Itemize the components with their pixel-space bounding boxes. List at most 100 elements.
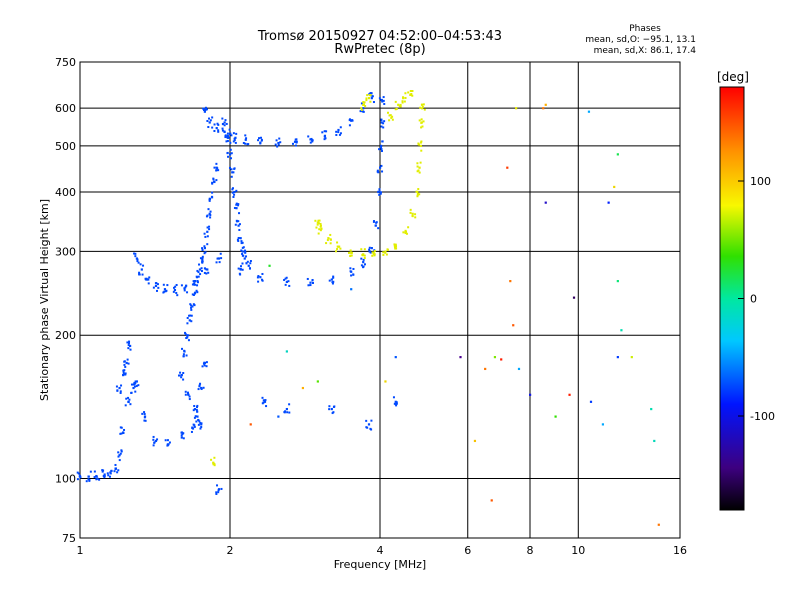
data-point (395, 245, 398, 248)
data-point (263, 400, 267, 403)
data-point (365, 426, 368, 429)
data-point (394, 108, 397, 111)
colorbar-ticks: 100 0 -100 (738, 175, 775, 423)
data-point (137, 384, 140, 387)
data-point (370, 97, 373, 100)
data-point (203, 247, 206, 250)
data-point (390, 116, 393, 119)
data-point (123, 360, 126, 363)
data-point (490, 499, 493, 502)
series-x-trace (210, 90, 426, 467)
data-point (117, 469, 120, 472)
data-point (208, 121, 211, 124)
data-point (211, 126, 214, 129)
data-point (129, 403, 132, 406)
data-point (394, 400, 397, 403)
data-point (117, 451, 120, 454)
data-point (417, 169, 420, 172)
data-point (332, 405, 335, 408)
data-point (206, 243, 209, 246)
data-point (213, 456, 216, 459)
data-point (124, 365, 127, 368)
data-point (217, 169, 220, 172)
data-point (117, 455, 120, 458)
data-point (174, 285, 177, 288)
data-point (109, 472, 112, 475)
data-point (193, 425, 196, 428)
data-point (257, 275, 260, 278)
data-point (307, 135, 310, 138)
data-point (361, 110, 364, 113)
data-point (402, 231, 405, 234)
data-point (114, 468, 117, 471)
data-point (395, 247, 398, 250)
data-point (240, 242, 243, 245)
data-point (162, 283, 165, 286)
data-point (379, 192, 382, 195)
data-point (124, 372, 127, 375)
data-point (386, 248, 389, 251)
data-point (116, 471, 119, 474)
data-point (180, 436, 183, 439)
data-point (215, 127, 218, 130)
data-point (418, 119, 421, 122)
data-point (318, 219, 321, 222)
data-point (152, 435, 155, 438)
data-point (164, 439, 167, 442)
data-point (206, 226, 209, 229)
data-point (126, 358, 129, 361)
data-point (181, 433, 184, 436)
data-point (378, 148, 381, 151)
data-point (87, 475, 90, 478)
data-point (321, 131, 324, 134)
data-point (360, 108, 363, 111)
data-point (187, 393, 190, 396)
data-point (402, 96, 405, 99)
data-point (512, 324, 515, 327)
data-point (372, 252, 375, 255)
x-tick-label: 6 (464, 544, 471, 557)
data-point (352, 273, 355, 276)
data-point (411, 90, 414, 93)
data-point (542, 107, 545, 110)
data-point (229, 148, 232, 151)
data-point (200, 422, 203, 425)
data-point (330, 278, 333, 281)
data-point (241, 254, 244, 257)
data-point (459, 356, 462, 359)
data-point (93, 470, 96, 473)
data-point (198, 384, 201, 387)
data-point (365, 97, 368, 100)
data-point (182, 378, 185, 381)
data-point (148, 276, 151, 279)
data-point (311, 140, 314, 143)
data-point (367, 97, 371, 100)
data-point (415, 190, 418, 193)
data-point (191, 427, 194, 430)
y-tick-label: 300 (55, 245, 76, 258)
data-point (244, 251, 247, 254)
data-point (182, 353, 185, 356)
data-point (134, 390, 137, 393)
data-point (208, 212, 211, 215)
data-point (236, 220, 239, 223)
data-point (316, 223, 319, 226)
data-point (124, 373, 127, 376)
data-point (383, 120, 386, 123)
data-point (237, 236, 240, 239)
data-point (186, 316, 189, 319)
data-point (143, 411, 146, 414)
data-point (395, 401, 398, 404)
data-point (180, 374, 183, 377)
data-point (257, 139, 260, 142)
data-point (237, 267, 240, 270)
data-point (197, 418, 200, 421)
data-point (288, 403, 291, 406)
data-point (380, 148, 383, 151)
data-point (114, 463, 117, 466)
data-point (309, 138, 312, 141)
data-point (173, 288, 177, 292)
data-point (239, 267, 242, 270)
data-point (244, 249, 247, 252)
